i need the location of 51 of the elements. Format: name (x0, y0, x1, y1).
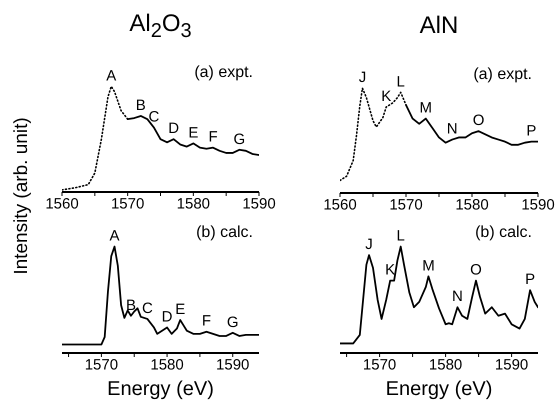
annotation: C (142, 300, 153, 317)
annotation: E (188, 124, 198, 142)
x-tick-label: 1570 (389, 196, 423, 214)
annotation: B (126, 296, 136, 314)
x-tick-label: 1590 (494, 356, 528, 374)
annotation: L (396, 228, 405, 245)
annotation: K (381, 88, 392, 106)
text: (a) expt. (194, 64, 253, 82)
x-tick-label: 1560 (323, 196, 357, 214)
annotation: G (233, 130, 246, 148)
chart-title: AlN (418, 12, 460, 40)
annotation: G (226, 314, 239, 331)
annotation: P (525, 271, 536, 288)
annotation: M (420, 100, 432, 117)
text: (a) expt. (473, 66, 532, 84)
x-tick-label: 1590 (521, 196, 555, 214)
annotation: P (526, 122, 536, 140)
x-tick-label: 1560 (45, 196, 79, 213)
x-tick-label: 1570 (84, 356, 118, 374)
annotation: A (106, 67, 116, 84)
text: (b) calc. (196, 224, 253, 242)
annotation: A (110, 228, 120, 245)
x-axis-title: Energy (eV) (384, 377, 494, 401)
x-tick-label: 1580 (428, 356, 462, 374)
annotation: L (396, 73, 405, 90)
annotation: F (208, 128, 218, 146)
annotation: O (470, 262, 482, 279)
annotation: J (365, 236, 373, 254)
x-tick-label: 1570 (110, 196, 144, 213)
annotation: M (422, 257, 435, 274)
x-axis-title: Energy (eV) (106, 377, 215, 401)
annotation: F (202, 312, 212, 330)
annotation: C (148, 108, 160, 126)
x-tick-label: 1580 (176, 196, 210, 213)
annotation: J (358, 69, 366, 86)
annotation: D (162, 308, 173, 326)
y-axis-title: Intensity (arb. unit) (11, 117, 33, 275)
x-tick-label: 1590 (216, 356, 250, 374)
annotation: D (168, 120, 180, 138)
annotation: E (175, 301, 186, 318)
x-tick-label: 1570 (362, 356, 396, 374)
x-tick-label: 1580 (455, 196, 489, 214)
annotation: O (472, 112, 484, 130)
chart-title: Al$_{2}$O$_{3}$ (128, 10, 193, 44)
x-tick-label: 1590 (242, 196, 276, 213)
annotation: N (452, 288, 463, 306)
text: (b) calc. (475, 224, 532, 242)
annotation: N (446, 120, 458, 138)
annotation: B (136, 96, 146, 114)
annotation: K (385, 262, 396, 279)
x-tick-label: 1580 (150, 356, 184, 374)
